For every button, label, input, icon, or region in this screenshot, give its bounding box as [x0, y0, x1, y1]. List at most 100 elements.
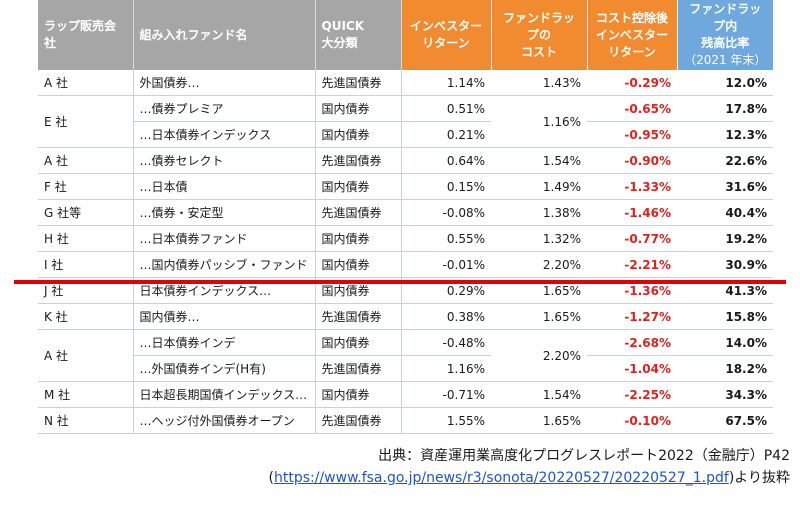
table-row: …日本債券インデックス 国内債券 0.21% -0.95% 12.3%	[38, 121, 773, 148]
header-investor-line1: インベスター	[409, 19, 483, 33]
source-open-paren: (	[268, 470, 274, 486]
source-link-line: (https://www.fsa.go.jp/news/r3/sonota/20…	[269, 467, 790, 489]
header-remain-line2: 残高比率	[701, 36, 750, 50]
source-suffix: )より抜粋	[728, 470, 790, 486]
net-return-cell: -0.29%	[587, 70, 677, 96]
investor-return-cell: 1.55%	[401, 407, 491, 434]
net-return-cell: -1.46%	[587, 199, 677, 226]
investor-return-cell: 0.64%	[401, 147, 491, 174]
category-cell: 先進国債券	[315, 147, 402, 174]
fund-cell: …日本債券インデックス	[133, 121, 316, 148]
investor-return-cell: 0.38%	[401, 303, 491, 330]
net-return-cell: -0.95%	[587, 121, 677, 148]
cost-cell: 1.16%	[491, 95, 587, 148]
cost-cell: 1.65%	[491, 407, 587, 434]
cost-cell: 1.49%	[491, 173, 587, 200]
investor-return-cell: 0.21%	[401, 121, 491, 148]
remain-ratio-cell: 12.3%	[677, 121, 773, 148]
fund-cell: 外国債券…	[133, 70, 316, 96]
company-cell: K 社	[38, 303, 134, 330]
investor-return-cell: -0.71%	[401, 381, 491, 408]
company-cell: F 社	[38, 173, 134, 200]
company-cell: I 社	[38, 251, 134, 278]
remain-ratio-cell: 14.0%	[677, 329, 773, 356]
highlight-divider-line	[14, 280, 786, 284]
header-row: ラップ販売会社 組み入れファンド名 QUICK 大分類 インベスター リターン …	[38, 0, 773, 70]
table-row: F 社 …日本債 国内債券 0.15% 1.49% -1.33% 31.6%	[38, 173, 773, 200]
remain-ratio-cell: 40.4%	[677, 199, 773, 226]
investor-return-cell: -0.08%	[401, 199, 491, 226]
header-cost-line1: ファンドラップの	[502, 10, 575, 42]
table-row: A 社 外国債券… 先進国債券 1.14% 1.43% -0.29% 12.0%	[38, 70, 773, 96]
header-net-line2: インベスター	[595, 27, 669, 42]
cost-cell: 1.38%	[491, 199, 587, 226]
category-cell: 国内債券	[315, 121, 402, 148]
table-row: H 社 …日本債券ファンド 国内債券 0.55% 1.32% -0.77% 19…	[38, 225, 773, 252]
remain-ratio-cell: 67.5%	[677, 407, 773, 434]
category-cell: 先進国債券	[315, 199, 402, 226]
fund-cell: …債券プレミア	[133, 95, 316, 122]
remain-ratio-cell: 30.9%	[677, 251, 773, 278]
table-row: E 社 …債券プレミア 国内債券 0.51% 1.16% -0.65% 17.8…	[38, 95, 773, 148]
category-cell: 先進国債券	[315, 303, 402, 330]
net-return-cell: -2.25%	[587, 381, 677, 408]
fund-cell: …日本債	[133, 173, 316, 200]
fund-wrap-table: ラップ販売会社 組み入れファンド名 QUICK 大分類 インベスター リターン …	[38, 0, 773, 434]
fund-cell: 日本超長期国債インデックス…	[133, 381, 316, 408]
source-title: 出典：資産運用業高度化プログレスレポート2022（金融庁）P42	[378, 448, 790, 464]
company-cell: A 社	[38, 147, 134, 174]
net-return-cell: -0.90%	[587, 147, 677, 174]
header-quick-line1: QUICK	[321, 19, 365, 33]
header-cost-line2: コスト	[520, 44, 557, 59]
table-row: M 社 日本超長期国債インデックス… 国内債券 -0.71% 1.54% -2.…	[38, 381, 773, 408]
table-row: N 社 …ヘッジ付外国債券オープン 先進国債券 1.55% 1.65% -0.1…	[38, 407, 773, 434]
cost-cell: 2.20%	[491, 329, 587, 382]
header-net-line1: コスト控除後	[595, 10, 668, 25]
table-row: …外国債券インデ(H有) 先進国債券 1.16% -1.04% 18.2%	[38, 355, 773, 382]
table-row: I 社 …国内債券パッシブ・ファンド 国内債券 -0.01% 2.20% -2.…	[38, 251, 773, 278]
header-quick-line2: 大分類	[321, 36, 358, 50]
table-row: A 社 …債券セレクト 先進国債券 0.64% 1.54% -0.90% 22.…	[38, 147, 773, 174]
category-cell: 国内債券	[315, 251, 402, 278]
fund-cell: …国内債券パッシブ・ファンド	[133, 251, 316, 278]
remain-ratio-cell: 31.6%	[677, 173, 773, 200]
remain-ratio-cell: 22.6%	[677, 147, 773, 174]
cost-cell: 1.65%	[491, 303, 587, 330]
cost-cell: 1.54%	[491, 147, 587, 174]
company-cell: E 社	[38, 95, 134, 148]
remain-ratio-cell: 17.8%	[677, 95, 773, 122]
fund-cell: …日本債券インデ	[133, 329, 316, 356]
table-row: K 社 国内債券… 先進国債券 0.38% 1.65% -1.27% 15.8%	[38, 303, 773, 330]
net-return-cell: -1.04%	[587, 355, 677, 382]
net-return-cell: -0.10%	[587, 407, 677, 434]
category-cell: 先進国債券	[315, 407, 402, 434]
fund-cell: …日本債券ファンド	[133, 225, 316, 252]
remain-ratio-cell: 15.8%	[677, 303, 773, 330]
header-investor-return: インベスター リターン	[401, 0, 492, 70]
cost-cell: 1.54%	[491, 381, 587, 408]
investor-return-cell: -0.01%	[401, 251, 491, 278]
header-fund-label: 組み入れファンド名	[139, 27, 248, 42]
net-return-cell: -1.33%	[587, 173, 677, 200]
investor-return-cell: 0.51%	[401, 95, 491, 122]
company-cell: A 社	[38, 70, 134, 96]
header-wrap-cost: ファンドラップの コスト	[491, 0, 588, 70]
source-url-link[interactable]: https://www.fsa.go.jp/news/r3/sonota/202…	[274, 470, 729, 486]
header-company: ラップ販売会社	[38, 0, 134, 70]
fund-cell: …債券セレクト	[133, 147, 316, 174]
net-return-cell: -2.21%	[587, 251, 677, 278]
category-cell: 国内債券	[315, 225, 402, 252]
table-row: G 社等 …債券・安定型 先進国債券 -0.08% 1.38% -1.46% 4…	[38, 199, 773, 226]
header-company-label: ラップ販売会社	[44, 19, 117, 50]
category-cell: 先進国債券	[315, 70, 402, 96]
category-cell: 国内債券	[315, 173, 402, 200]
investor-return-cell: 0.15%	[401, 173, 491, 200]
company-cell: N 社	[38, 407, 134, 434]
company-cell: A 社	[38, 329, 134, 382]
source-citation: 出典：資産運用業高度化プログレスレポート2022（金融庁）P42 (https:…	[269, 445, 790, 489]
header-investor-line2: リターン	[422, 36, 470, 50]
remain-ratio-cell: 12.0%	[677, 70, 773, 96]
net-return-cell: -1.27%	[587, 303, 677, 330]
fund-cell: …ヘッジ付外国債券オープン	[133, 407, 316, 434]
company-cell: G 社等	[38, 199, 134, 226]
